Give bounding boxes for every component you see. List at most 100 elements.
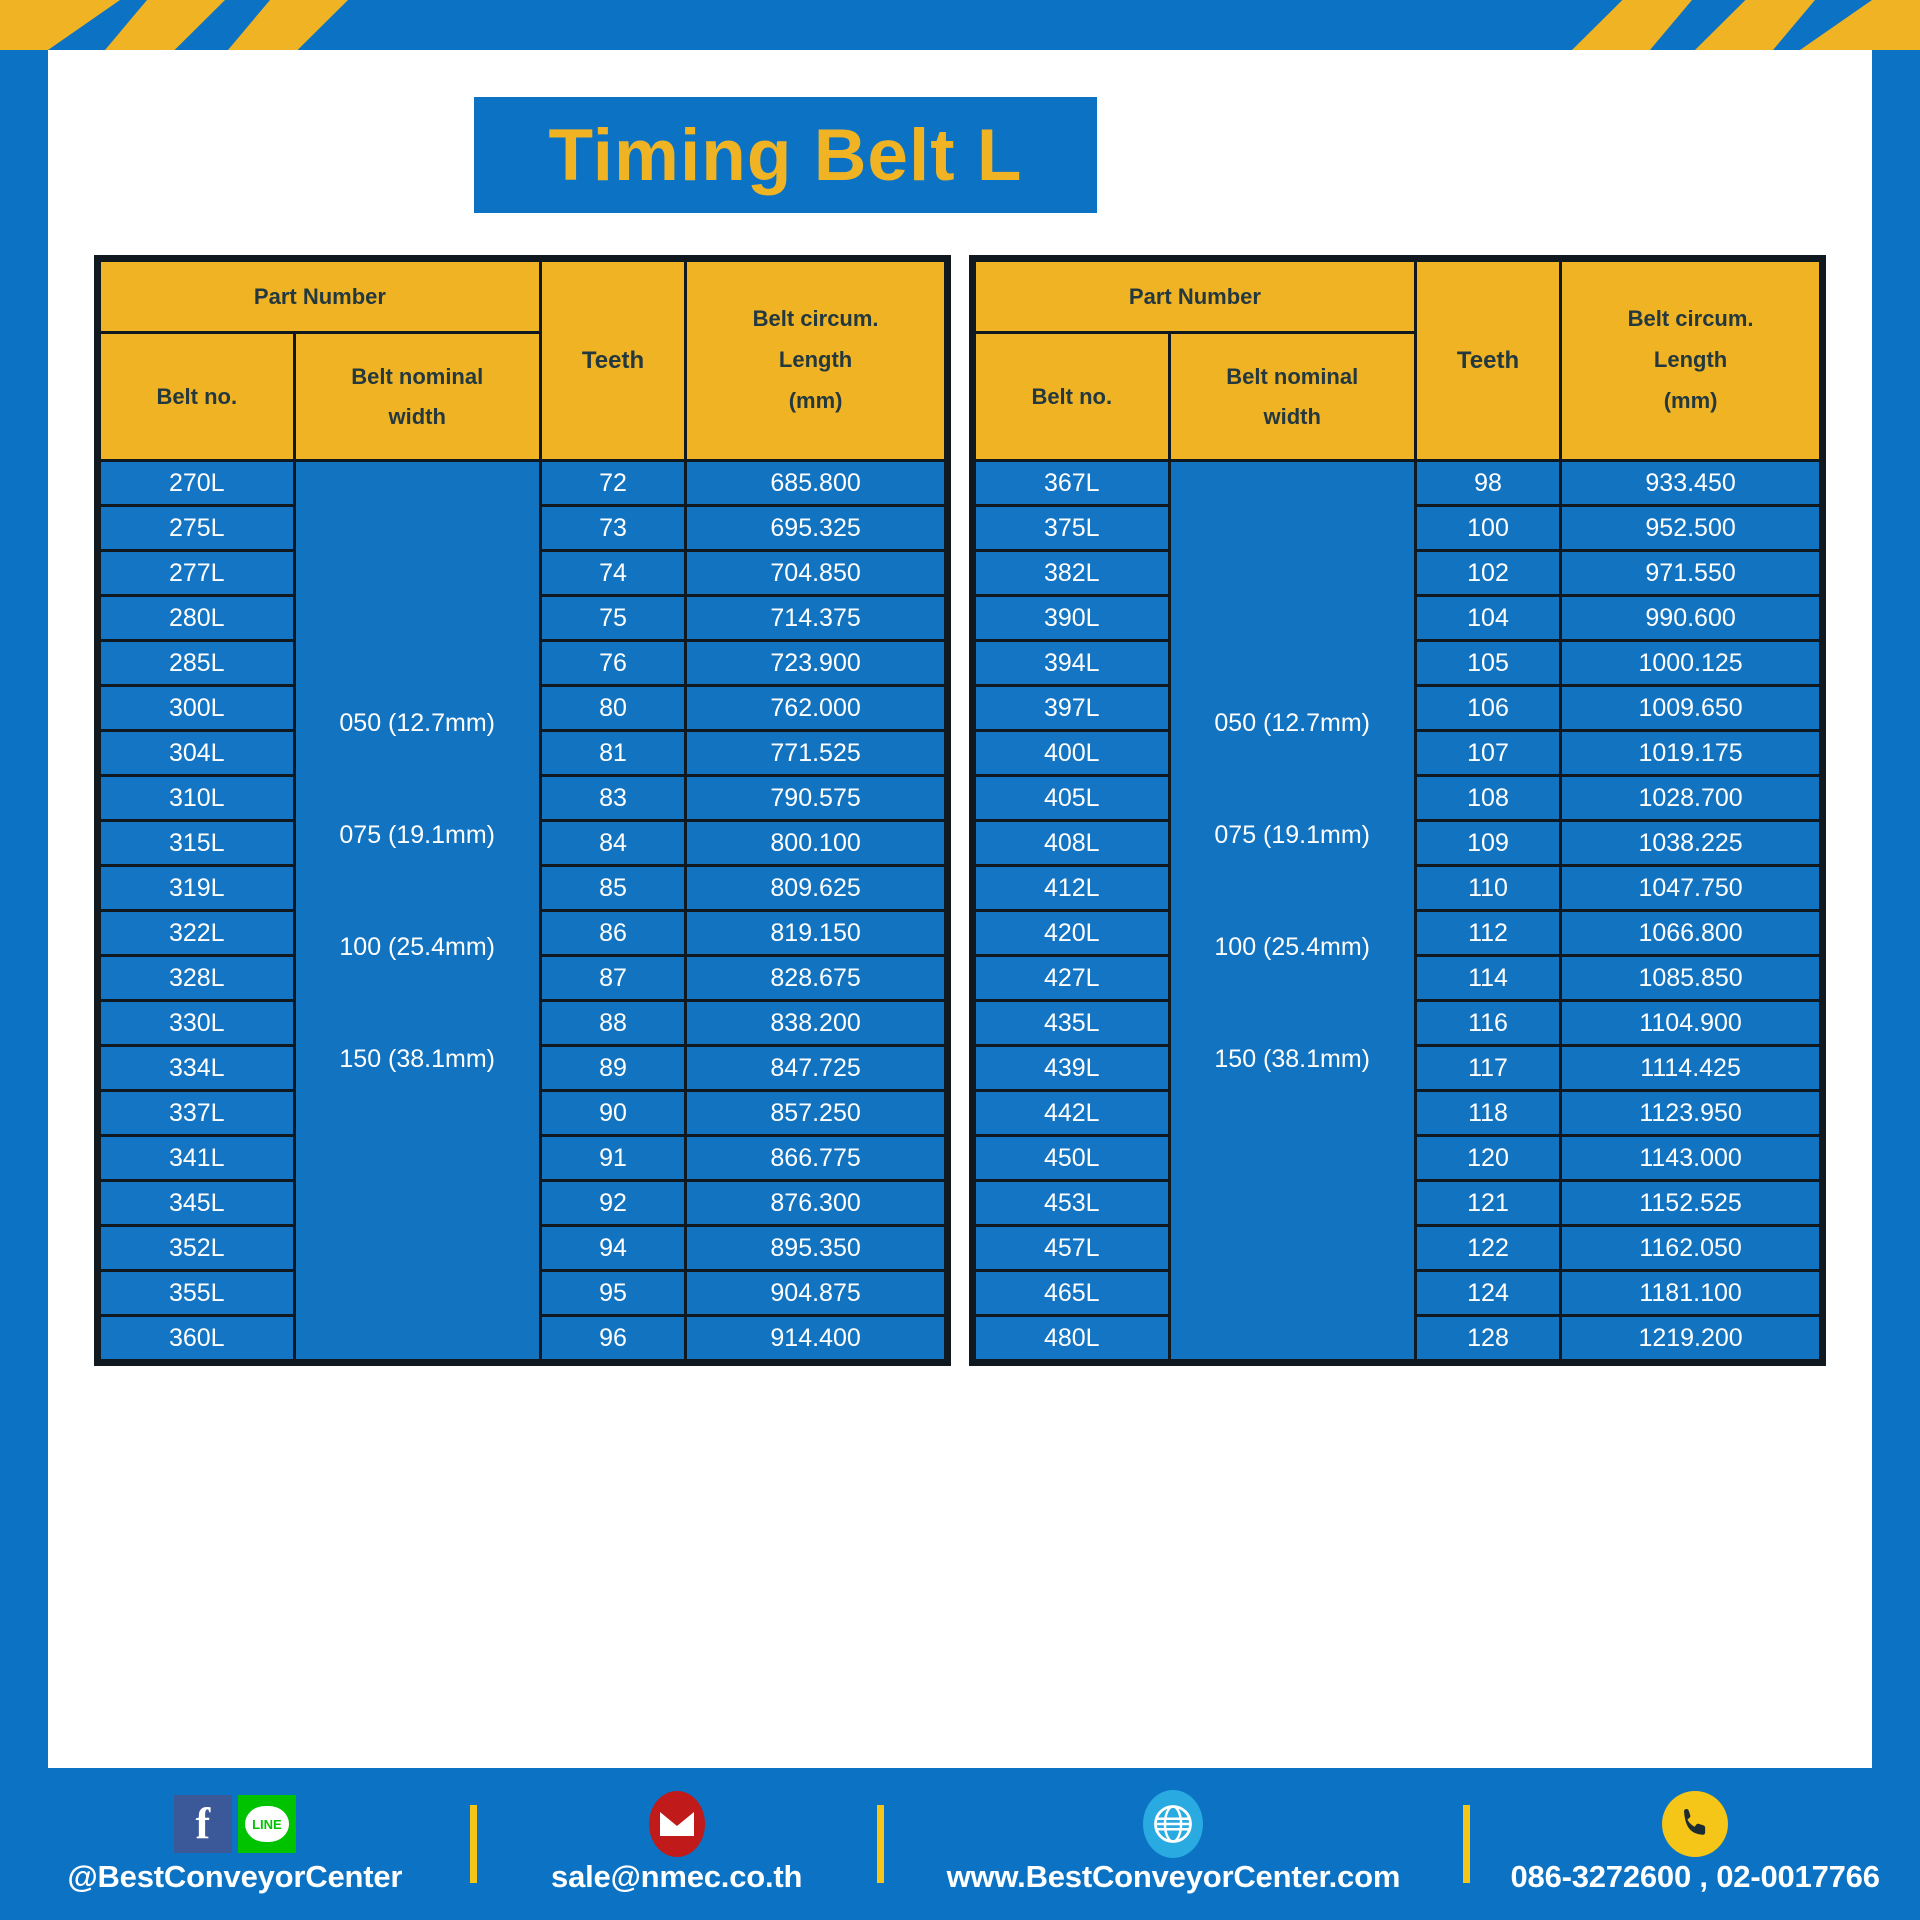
right-table-body: 367L 050 (12.7mm) 075 (19.1mm) 100 (25.4mm)… [973, 459, 1822, 1362]
cell-length-mm: 1085.850 [1559, 954, 1822, 1002]
table-row: 334L 89 847.725 [98, 1044, 947, 1092]
header-teeth-right: Teeth [1413, 259, 1563, 462]
cell-length-mm: 1143.000 [1559, 1134, 1822, 1182]
footer-social-group[interactable]: f LINE @BestConveyorCenter [0, 1793, 470, 1895]
header-belt-nominal-width: Belt nominal width [292, 331, 542, 462]
cell-belt-nominal-width: 050 (12.7mm) 075 (19.1mm) 100 (25.4mm) 150 … [292, 459, 542, 1362]
cell-length-mm: 838.200 [684, 999, 947, 1047]
footer-email-label: sale@nmec.co.th [551, 1859, 803, 1894]
cell-teeth: 86 [538, 909, 688, 957]
cell-length-mm: 800.100 [684, 819, 947, 867]
cell-belt-no: 427L [973, 954, 1171, 1002]
cell-length-mm: 914.400 [684, 1314, 947, 1362]
footer-phone-group[interactable]: 086-3272600 , 02-0017766 [1470, 1791, 1920, 1895]
cell-length-mm: 809.625 [684, 864, 947, 912]
table-row: 375L 100 952.500 [973, 504, 1822, 552]
left-belt-table: Part Number Teeth Belt circum. Length (m… [94, 255, 951, 1366]
right-table-element: Part Number Teeth Belt circum. Length (m… [973, 259, 1822, 1362]
cell-length-mm: 895.350 [684, 1224, 947, 1272]
footer-phone-icons [1662, 1791, 1729, 1857]
footer-social-icons: f LINE [173, 1793, 296, 1855]
footer-divider-3 [1463, 1805, 1471, 1883]
content-sheet: Timing Belt L Part Number Teeth [48, 50, 1872, 1768]
table-row: 337L 90 857.250 [98, 1089, 947, 1137]
cell-length-mm: 819.150 [684, 909, 947, 957]
cell-belt-no: 412L [973, 864, 1171, 912]
globe-icon[interactable] [1143, 1790, 1204, 1858]
cell-length-mm: 1000.125 [1559, 639, 1822, 687]
cell-belt-no: 394L [973, 639, 1171, 687]
cell-teeth: 94 [538, 1224, 688, 1272]
cell-belt-no: 304L [98, 729, 296, 777]
facebook-icon[interactable]: f [173, 1795, 232, 1853]
header-belt-circum: Belt circum. Length (mm) [684, 259, 947, 462]
table-row: 300L 80 762.000 [98, 684, 947, 732]
cell-belt-no: 435L [973, 999, 1171, 1047]
table-row: 439L 117 1114.425 [973, 1044, 1822, 1092]
footer-email-group[interactable]: sale@nmec.co.th [477, 1791, 877, 1895]
cell-teeth: 92 [538, 1179, 688, 1227]
header-belt-circum-line1: Belt circum. [752, 306, 879, 332]
cell-teeth: 89 [538, 1044, 688, 1092]
cell-length-mm: 1066.800 [1559, 909, 1822, 957]
table-row: 412L 110 1047.750 [973, 864, 1822, 912]
footer-website-icons [1143, 1790, 1204, 1858]
cell-teeth: 72 [538, 459, 688, 507]
page-title: Timing Belt L [548, 114, 1023, 196]
cell-belt-no: 330L [98, 999, 296, 1047]
header-belt-circum-line3: (mm) [788, 387, 843, 413]
cell-belt-no: 322L [98, 909, 296, 957]
footer-phone-label: 086-3272600 , 02-0017766 [1510, 1859, 1880, 1894]
line-icon[interactable]: LINE [237, 1795, 296, 1853]
cell-length-mm: 857.250 [684, 1089, 947, 1137]
table-row: 390L 104 990.600 [973, 594, 1822, 642]
cell-teeth: 85 [538, 864, 688, 912]
header-belt-circum-right-line1: Belt circum. [1627, 306, 1754, 332]
cell-teeth: 80 [538, 684, 688, 732]
cell-teeth: 95 [538, 1269, 688, 1317]
footer-divider-2 [876, 1805, 884, 1883]
cell-length-mm: 714.375 [684, 594, 947, 642]
footer-website-group[interactable]: www.BestConveyorCenter.com [884, 1790, 1464, 1895]
chevron-shape-left-2 [105, 0, 225, 50]
cell-teeth: 117 [1413, 1044, 1563, 1092]
cell-belt-no: 270L [98, 459, 296, 507]
cell-teeth: 75 [538, 594, 688, 642]
cell-belt-no: 334L [98, 1044, 296, 1092]
cell-belt-no: 280L [98, 594, 296, 642]
cell-teeth: 108 [1413, 774, 1563, 822]
cell-teeth: 116 [1413, 999, 1563, 1047]
cell-teeth: 109 [1413, 819, 1563, 867]
header-teeth: Teeth [538, 259, 688, 462]
cell-length-mm: 1104.900 [1559, 999, 1822, 1047]
table-row: 315L 84 800.100 [98, 819, 947, 867]
cell-length-mm: 723.900 [684, 639, 947, 687]
cell-belt-no: 352L [98, 1224, 296, 1272]
cell-teeth: 96 [538, 1314, 688, 1362]
cell-length-mm: 828.675 [684, 954, 947, 1002]
table-row: 319L 85 809.625 [98, 864, 947, 912]
phone-icon[interactable] [1662, 1791, 1729, 1857]
cell-belt-no: 382L [973, 549, 1171, 597]
cell-teeth: 104 [1413, 594, 1563, 642]
left-table-element: Part Number Teeth Belt circum. Length (m… [98, 259, 947, 1362]
table-row: 285L 76 723.900 [98, 639, 947, 687]
table-row: 367L 050 (12.7mm) 075 (19.1mm) 100 (25.4mm)… [973, 459, 1822, 1362]
cell-length-mm: 876.300 [684, 1179, 947, 1227]
table-row: 352L 94 895.350 [98, 1224, 947, 1272]
cell-teeth: 112 [1413, 909, 1563, 957]
mail-icon[interactable] [648, 1791, 705, 1857]
cell-teeth: 76 [538, 639, 688, 687]
cell-teeth: 88 [538, 999, 688, 1047]
nominal-width-value: 050 (12.7mm) [1214, 708, 1371, 737]
cell-length-mm: 1181.100 [1559, 1269, 1822, 1317]
table-row: 397L 106 1009.650 [973, 684, 1822, 732]
cell-length-mm: 1028.700 [1559, 774, 1822, 822]
header-belt-nominal-line1: Belt nominal [351, 363, 484, 389]
table-row: 442L 118 1123.950 [973, 1089, 1822, 1137]
header-belt-circum-right-line3: (mm) [1663, 387, 1718, 413]
left-table-body: 270L 050 (12.7mm) 075 (19.1mm) 100 (25.4mm)… [98, 459, 947, 1362]
header-belt-nominal-right-line2: width [1263, 403, 1321, 429]
cell-belt-no: 420L [973, 909, 1171, 957]
